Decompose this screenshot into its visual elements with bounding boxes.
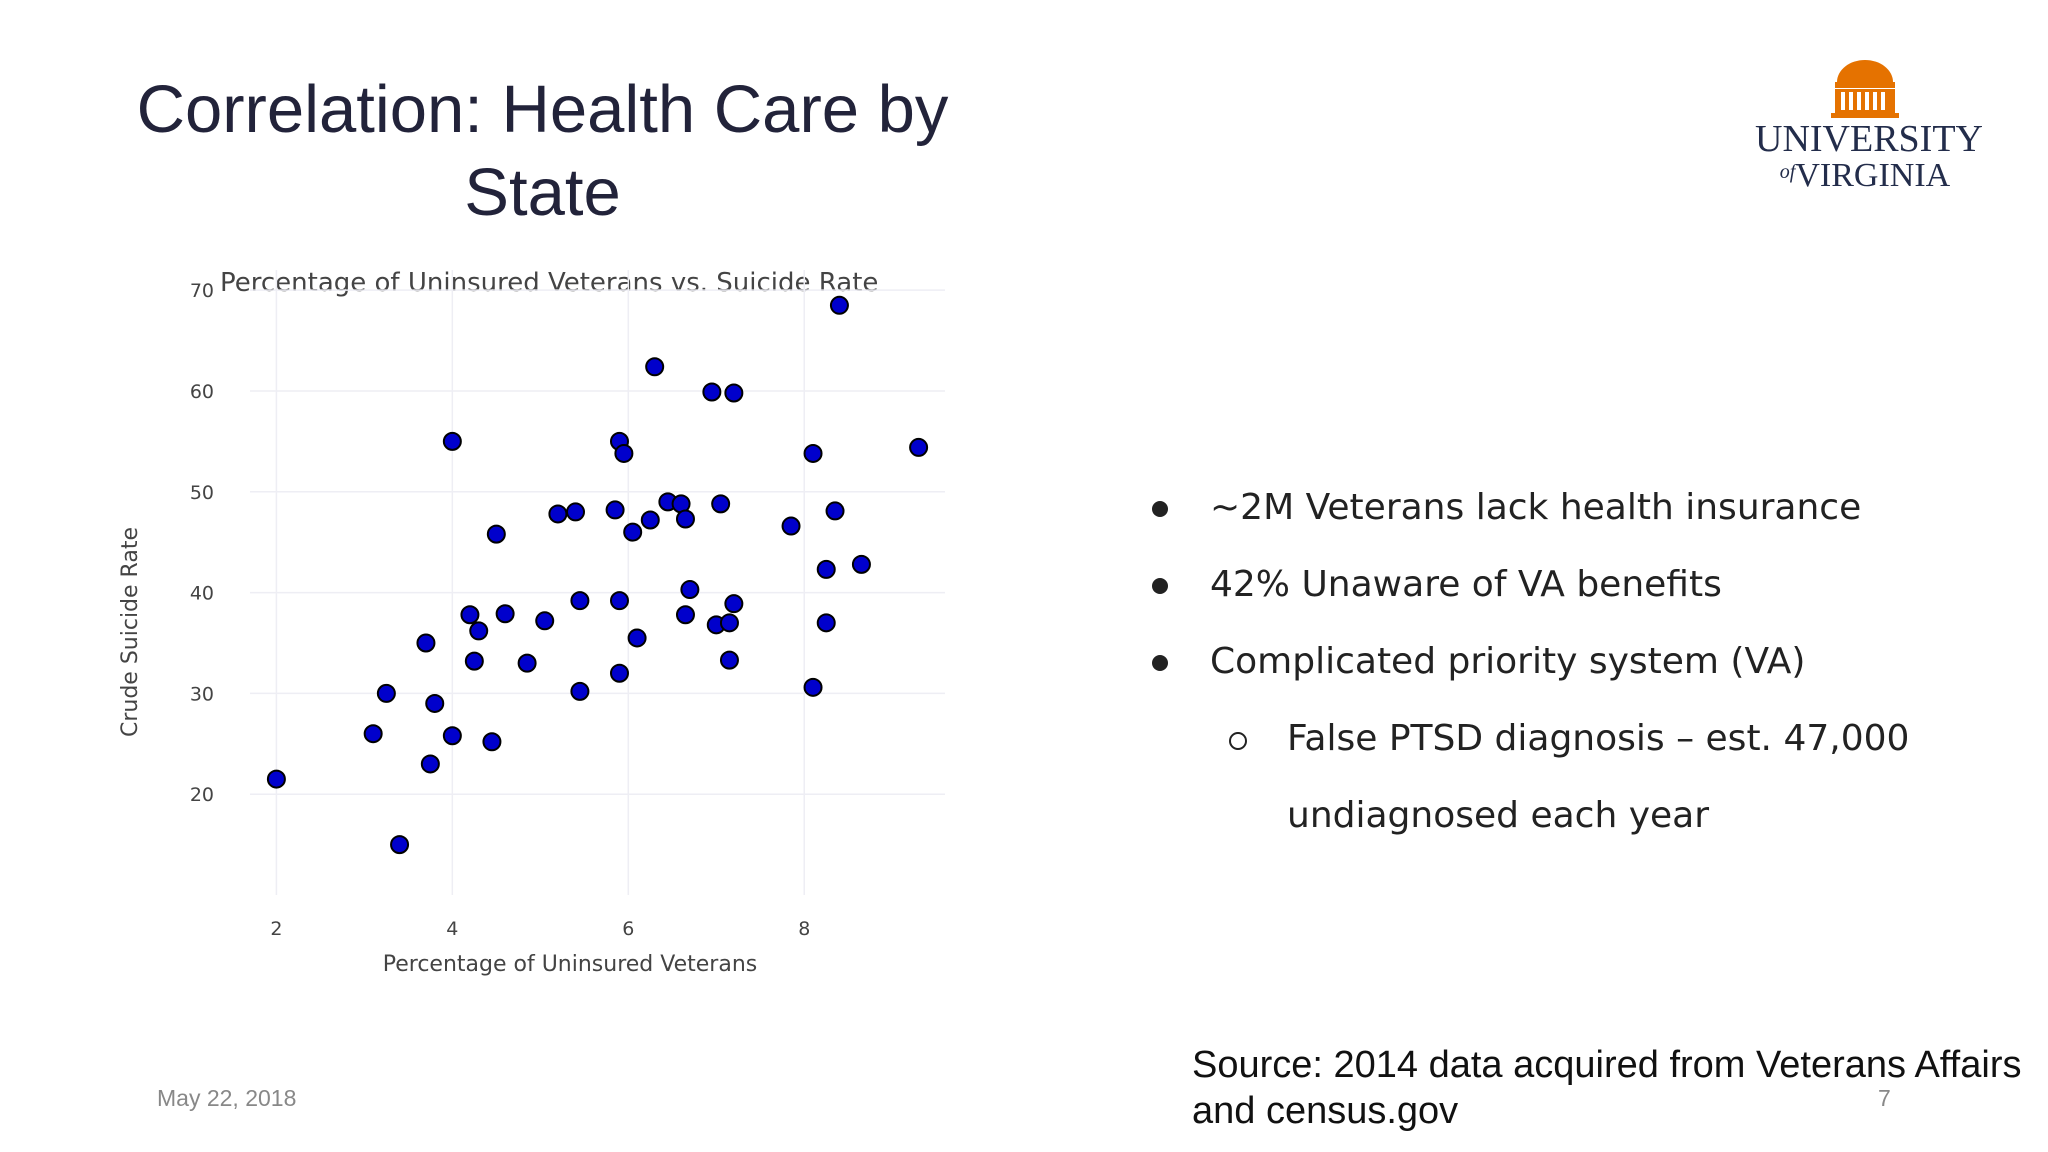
bullet-text: Complicated priority system (VA) bbox=[1210, 641, 1806, 682]
data-point bbox=[675, 509, 695, 529]
data-point bbox=[803, 677, 823, 697]
bullet-item: 42% Unaware of VA benefits bbox=[1150, 555, 2030, 632]
y-tick-label: 50 bbox=[190, 482, 214, 504]
bullet-item: False PTSD diagnosis – est. 47,000 bbox=[1150, 709, 2030, 786]
chart-title: Percentage of Uninsured Veterans vs. Sui… bbox=[220, 268, 879, 298]
source-line1: Source: 2014 data acquired from Veterans… bbox=[1192, 1044, 2022, 1086]
data-point bbox=[495, 604, 515, 624]
data-point bbox=[609, 663, 629, 683]
data-point bbox=[420, 754, 440, 774]
bullet-icon bbox=[1152, 501, 1168, 517]
x-tick-label: 6 bbox=[622, 918, 634, 940]
source-note: Source: 2014 data acquired from Veterans… bbox=[1192, 1042, 2042, 1134]
bullet-item: undiagnosed each year bbox=[1150, 786, 2030, 863]
data-point bbox=[816, 559, 836, 579]
data-point bbox=[623, 522, 643, 542]
x-axis-title: Percentage of Uninsured Veterans bbox=[382, 952, 758, 977]
data-point bbox=[482, 732, 502, 752]
data-point bbox=[680, 580, 700, 600]
data-point bbox=[486, 524, 506, 544]
data-point bbox=[570, 591, 590, 611]
data-point bbox=[803, 443, 823, 463]
data-point bbox=[816, 613, 836, 633]
y-tick-label: 70 bbox=[190, 280, 214, 302]
y-axis-title: Crude Suicide Rate bbox=[118, 527, 143, 738]
data-point bbox=[460, 605, 480, 625]
footer-date: May 22, 2018 bbox=[157, 1085, 297, 1111]
data-point bbox=[702, 382, 722, 402]
data-point bbox=[829, 295, 849, 315]
data-point bbox=[825, 501, 845, 521]
x-tick-label: 8 bbox=[798, 918, 810, 940]
bullet-text: undiagnosed each year bbox=[1287, 795, 1710, 836]
slide-title-line2: State bbox=[464, 155, 621, 230]
data-point bbox=[548, 504, 568, 524]
page-number: 7 bbox=[1878, 1085, 1891, 1111]
data-point bbox=[266, 769, 286, 789]
data-point bbox=[909, 437, 929, 457]
data-point bbox=[640, 510, 660, 530]
bullet-text: 42% Unaware of VA benefits bbox=[1210, 564, 1722, 605]
data-point bbox=[469, 621, 489, 641]
source-line2: and census.gov bbox=[1192, 1090, 1459, 1132]
y-tick-label: 40 bbox=[190, 583, 214, 605]
bullet-icon bbox=[1152, 578, 1168, 594]
bullet-text: ~2M Veterans lack health insurance bbox=[1210, 487, 1862, 528]
data-point bbox=[614, 443, 634, 463]
data-point bbox=[851, 554, 871, 574]
data-point bbox=[609, 591, 629, 611]
bullet-item: ~2M Veterans lack health insurance bbox=[1150, 478, 2030, 555]
logo-line2-text: VIRGINIA bbox=[1795, 157, 1951, 194]
data-point bbox=[724, 594, 744, 614]
data-point bbox=[627, 628, 647, 648]
data-point bbox=[719, 650, 739, 670]
bullet-text: False PTSD diagnosis – est. 47,000 bbox=[1287, 718, 1910, 759]
data-point bbox=[605, 500, 625, 520]
scatter-chart: 20 30 40 50 60 70 2 4 6 8 bbox=[190, 270, 945, 940]
data-point bbox=[570, 681, 590, 701]
logo-line2: ofVIRGINIA bbox=[1755, 154, 1975, 194]
data-point bbox=[517, 653, 537, 673]
data-point bbox=[425, 693, 445, 713]
hollow-bullet-icon bbox=[1229, 732, 1247, 750]
slide-title-line1: Correlation: Health Care by bbox=[136, 72, 949, 147]
data-point bbox=[781, 516, 801, 536]
x-tick-label: 2 bbox=[270, 918, 282, 940]
bullet-icon bbox=[1152, 655, 1168, 671]
data-point bbox=[442, 726, 462, 746]
data-point bbox=[416, 633, 436, 653]
bullet-list: ~2M Veterans lack health insurance 42% Un… bbox=[1150, 478, 2030, 863]
data-point bbox=[645, 357, 665, 377]
y-tick-label: 20 bbox=[190, 784, 214, 806]
bullet-item: Complicated priority system (VA) bbox=[1150, 632, 2030, 709]
data-point bbox=[724, 383, 744, 403]
data-point bbox=[376, 683, 396, 703]
y-tick-label: 60 bbox=[190, 381, 214, 403]
data-point bbox=[719, 613, 739, 633]
university-logo: UNIVERSITY ofVIRGINIA bbox=[1755, 58, 1983, 198]
data-point bbox=[566, 502, 586, 522]
data-point bbox=[442, 431, 462, 451]
logo-of: of bbox=[1779, 161, 1796, 183]
x-tick-label: 4 bbox=[446, 918, 458, 940]
logo-line1: UNIVERSITY bbox=[1755, 118, 1983, 160]
data-point bbox=[363, 724, 383, 744]
data-point bbox=[464, 651, 484, 671]
y-tick-label: 30 bbox=[190, 683, 214, 705]
slide-title: Correlation: Health Care by State bbox=[100, 68, 985, 234]
data-point bbox=[711, 494, 731, 514]
data-point bbox=[390, 835, 410, 855]
data-point bbox=[535, 611, 555, 631]
rotunda-icon bbox=[1831, 60, 1899, 118]
data-point bbox=[675, 605, 695, 625]
